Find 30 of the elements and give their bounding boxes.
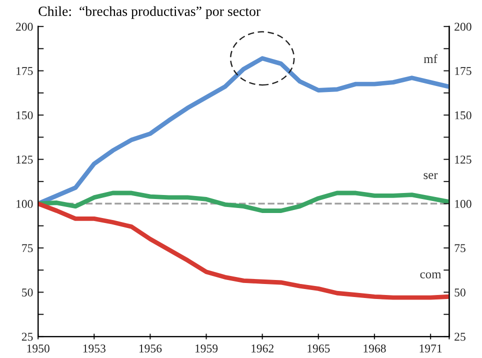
y2-tick-label: 200: [454, 22, 472, 31]
line-series: [38, 201, 450, 300]
y2-tick-label: 75: [454, 244, 466, 252]
x-tick-label: 1971: [420, 344, 442, 352]
y-tick-label: 25: [22, 332, 33, 341]
x-tick-label: 1953: [83, 344, 106, 352]
y-tick-label: 100: [16, 200, 33, 208]
y-tick-label: 125: [16, 156, 33, 164]
y2-tick-label: 125: [455, 156, 472, 164]
y-tick-label: 150: [16, 111, 33, 120]
series-label: ser: [424, 173, 438, 180]
line-series: [38, 190, 450, 213]
y2-tick-label: 25: [454, 332, 466, 341]
y2-tick-label: 175: [455, 67, 472, 75]
x-tick-label: 1956: [139, 344, 162, 352]
y-tick-label: 175: [16, 67, 33, 75]
x-tick-label: 1965: [308, 344, 330, 352]
x-tick-label: 1962: [252, 344, 274, 352]
y2-tick-label: 100: [455, 200, 472, 208]
x-tick-label: 1959: [196, 344, 218, 352]
series-label: mf: [424, 54, 438, 63]
y-tick-label: 200: [16, 22, 33, 31]
y2-tick-label: 50: [454, 288, 466, 296]
y-tick-label: 50: [22, 288, 33, 296]
y2-tick-label: 150: [455, 111, 472, 120]
series-label: com: [420, 272, 442, 278]
x-tick-label: 1968: [364, 344, 386, 352]
chart-title: Chile: “brechas productivas” por sector: [38, 6, 260, 19]
x-tick-label: 1950: [27, 344, 50, 352]
y-tick-label: 75: [22, 244, 33, 252]
